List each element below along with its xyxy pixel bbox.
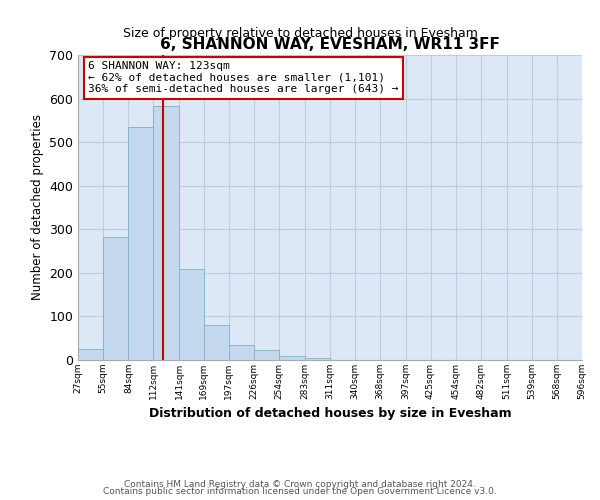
Y-axis label: Number of detached properties: Number of detached properties: [31, 114, 44, 300]
Text: Contains HM Land Registry data © Crown copyright and database right 2024.: Contains HM Land Registry data © Crown c…: [124, 480, 476, 489]
Title: 6, SHANNON WAY, EVESHAM, WR11 3FF: 6, SHANNON WAY, EVESHAM, WR11 3FF: [160, 38, 500, 52]
Bar: [229, 345, 254, 360]
Bar: [204, 325, 229, 360]
Text: 6 SHANNON WAY: 123sqm
← 62% of detached houses are smaller (1,101)
36% of semi-d: 6 SHANNON WAY: 123sqm ← 62% of detached …: [88, 61, 398, 94]
Bar: [153, 106, 179, 360]
Text: Size of property relative to detached houses in Evesham: Size of property relative to detached ho…: [122, 28, 478, 40]
Bar: [254, 350, 279, 360]
Bar: [128, 127, 153, 360]
Bar: [103, 236, 128, 360]
Bar: [305, 358, 329, 360]
Bar: [78, 349, 103, 360]
Bar: [179, 268, 204, 360]
X-axis label: Distribution of detached houses by size in Evesham: Distribution of detached houses by size …: [149, 408, 511, 420]
Bar: [279, 356, 305, 360]
Text: Contains public sector information licensed under the Open Government Licence v3: Contains public sector information licen…: [103, 487, 497, 496]
